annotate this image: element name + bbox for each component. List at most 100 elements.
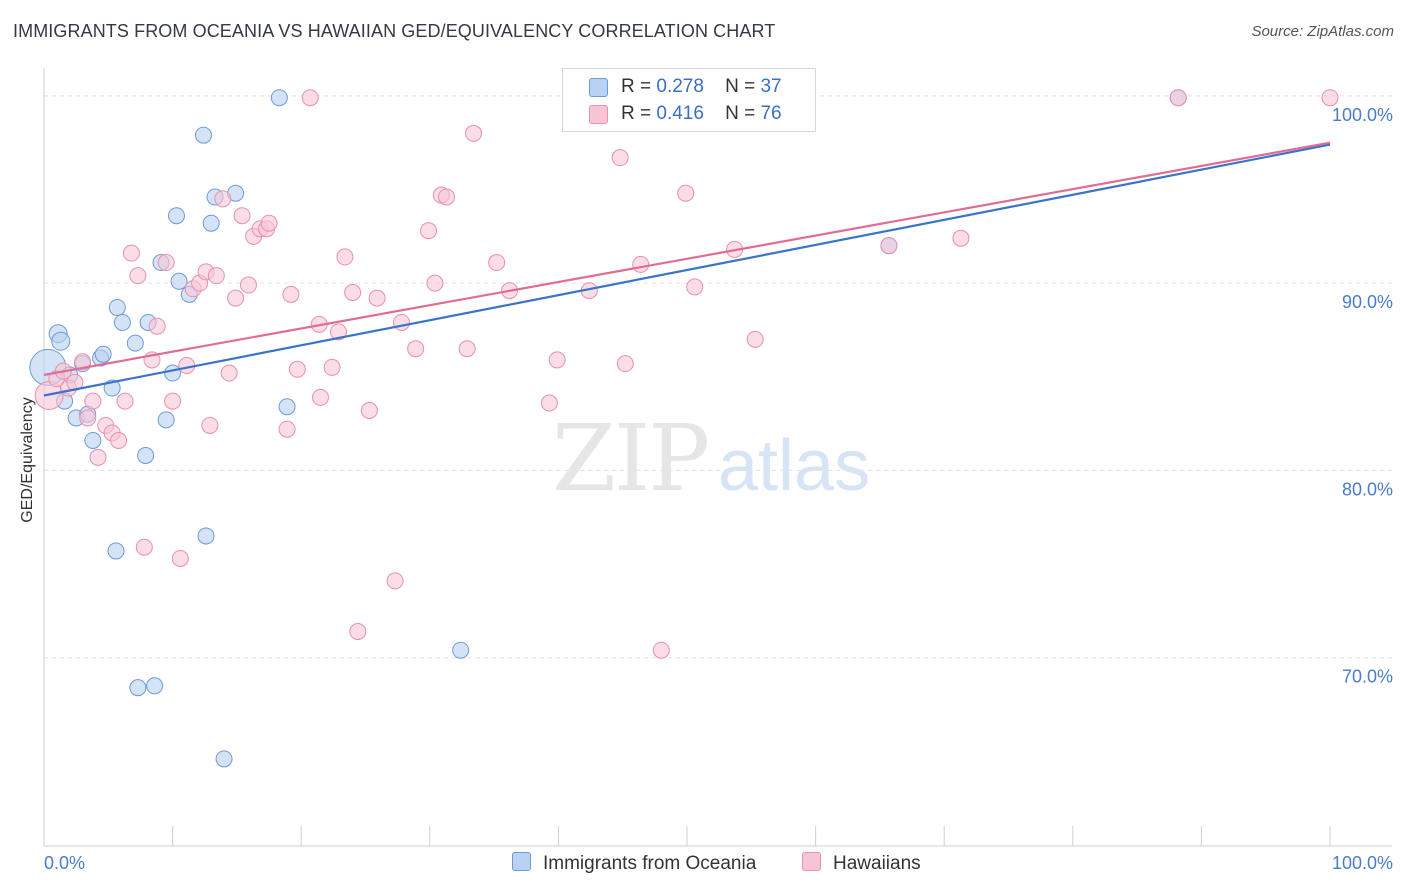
hawaiian-point	[349, 622, 367, 640]
bottom-legend-hawaiians: Hawaiians	[802, 852, 921, 875]
hawaiian-point	[329, 323, 347, 341]
hawaiian-point	[157, 254, 175, 272]
hawaiian-point	[746, 330, 764, 348]
hawaiian-point	[79, 409, 97, 427]
watermark-zip: ZIP	[552, 405, 708, 512]
legend-swatch-oceania	[589, 78, 608, 97]
hawaiian-point	[652, 641, 670, 659]
legend: R = 0.278 N = 37 R = 0.416 N = 76	[562, 68, 816, 132]
y-tick-label: 80.0%	[1342, 479, 1393, 499]
hawaiian-point	[438, 188, 456, 206]
oceania-point	[452, 641, 470, 659]
bottom-legend-swatch-oceania	[512, 852, 531, 871]
y-tick-label: 70.0%	[1342, 667, 1393, 687]
oceania-point	[157, 411, 175, 429]
hawaiian-point	[344, 284, 362, 302]
hawaiian-point	[323, 358, 341, 376]
hawaiian-point	[148, 317, 166, 335]
axis-layer	[43, 68, 1392, 847]
oceania-point	[270, 89, 288, 107]
oceania-point	[194, 126, 212, 144]
hawaiian-point	[89, 448, 107, 466]
grid-layer	[44, 95, 1392, 659]
hawaiian-trend-line	[43, 141, 1331, 376]
hawaiian-point	[278, 420, 296, 438]
bottom-legend-oceania: Immigrants from Oceania	[512, 852, 756, 875]
hawaiian-point	[110, 431, 128, 449]
oceania-point	[108, 298, 126, 316]
chart-title: IMMIGRANTS FROM OCEANIA VS HAWAIIAN GED/…	[13, 21, 776, 41]
hawaiian-point	[135, 538, 153, 556]
hawaiian-point	[233, 207, 251, 225]
hawaiian-point	[465, 124, 483, 142]
oceania-point	[202, 214, 220, 232]
hawaiian-point	[164, 392, 182, 410]
hawaiian-point	[129, 267, 147, 285]
hawaiian-point	[632, 255, 650, 273]
oceania-trend-line	[43, 143, 1331, 397]
hawaiian-point	[407, 340, 425, 358]
hawaiian-point	[171, 549, 189, 567]
hawaiian-point	[611, 149, 629, 167]
hawaiian-point	[116, 392, 134, 410]
hawaiian-point	[1169, 89, 1187, 107]
hawaiian-point	[880, 237, 898, 255]
hawaiian-point	[74, 353, 92, 371]
hawaiian-point	[393, 313, 411, 331]
hawaiian-point	[311, 388, 329, 406]
hawaiian-point	[420, 222, 438, 240]
y-tick-label: 90.0%	[1342, 292, 1393, 312]
hawaiian-point	[260, 214, 278, 232]
hawaiian-point	[301, 89, 319, 107]
oceania-point	[170, 272, 188, 290]
oceania-point	[197, 527, 215, 545]
oceania-point	[137, 446, 155, 464]
hawaiian-point	[239, 276, 257, 294]
oceania-point	[164, 364, 182, 382]
hawaiian-point	[122, 244, 140, 262]
chart-source: Source: ZipAtlas.com	[1251, 23, 1394, 40]
hawaiian-point	[386, 572, 404, 590]
hawaiian-point	[686, 278, 704, 296]
hawaiian-point	[677, 184, 695, 202]
hawaiian-point	[220, 364, 238, 382]
oceania-point	[126, 334, 144, 352]
oceania-point	[129, 679, 147, 697]
x-tick-label: 100.0%	[1332, 853, 1393, 873]
oceania-point	[51, 331, 71, 351]
y-tick-label: 100.0%	[1332, 105, 1393, 125]
hawaiian-point	[458, 340, 476, 358]
hawaiian-point	[227, 289, 245, 307]
hawaiian-point	[1321, 89, 1339, 107]
oceania-point	[215, 750, 233, 768]
oceania-point	[84, 431, 102, 449]
oceania-point	[146, 677, 164, 695]
hawaiian-point	[84, 392, 102, 410]
hawaiian-point	[426, 274, 444, 292]
legend-stats-hawaiians: R = 0.416 N = 76	[621, 103, 782, 124]
legend-swatch-hawaiians	[589, 105, 608, 124]
hawaiian-point	[368, 289, 386, 307]
bottom-legend-swatch-hawaiians	[802, 852, 821, 871]
legend-stats-oceania: R = 0.278 N = 37	[621, 76, 782, 97]
x-tick-label: 0.0%	[44, 853, 85, 873]
hawaiian-point	[540, 394, 558, 412]
oceania-point	[94, 345, 112, 363]
hawaiian-point	[214, 190, 232, 208]
oceania-point	[278, 398, 296, 416]
trend-layer	[43, 141, 1331, 397]
hawaiian-point	[201, 416, 219, 434]
hawaiian-point	[616, 355, 634, 373]
watermark-atlas: atlas	[718, 426, 870, 506]
hawaiian-point	[488, 254, 506, 272]
hawaiian-point	[336, 248, 354, 266]
hawaiian-point	[360, 401, 378, 419]
hawaiian-point	[282, 285, 300, 303]
oceania-point	[113, 313, 131, 331]
oceania-point	[107, 542, 125, 560]
hawaiian-point	[548, 351, 566, 369]
oceania-point	[167, 207, 185, 225]
hawaiian-point	[288, 360, 306, 378]
tick-label-layer: 70.0% 80.0% 90.0% 100.0% 0.0% 100.0%	[44, 105, 1393, 873]
